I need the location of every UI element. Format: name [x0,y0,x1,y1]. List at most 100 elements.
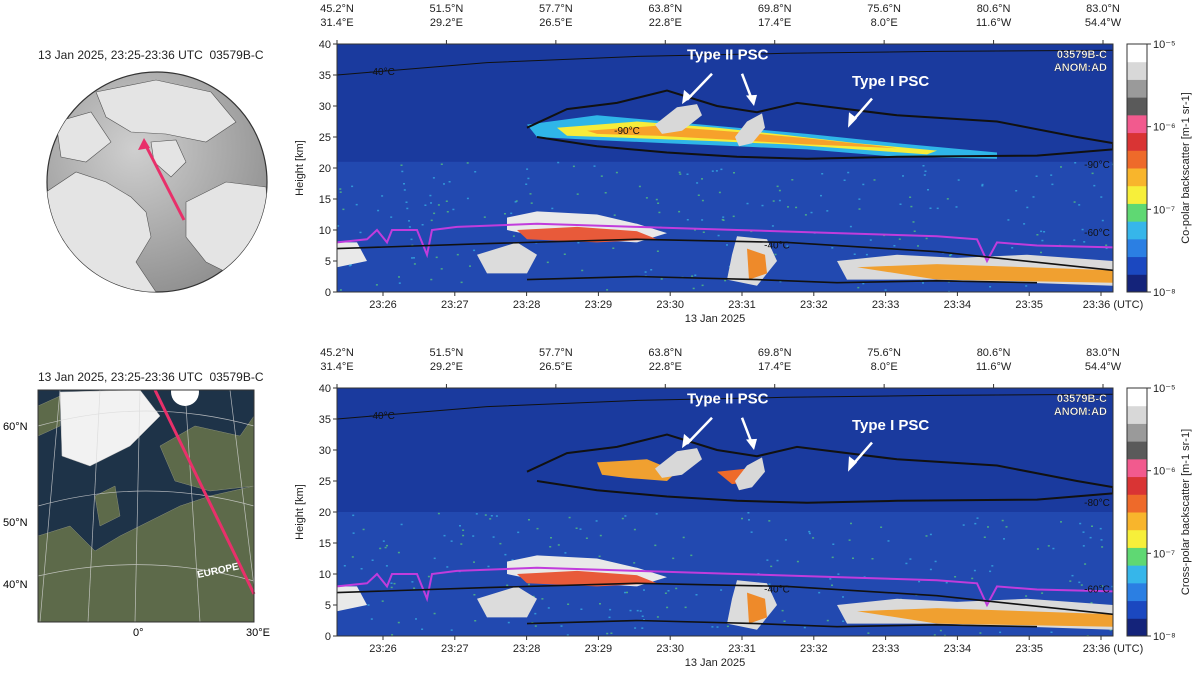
noise-speckle [1025,595,1028,597]
colorbar-segment [1127,221,1147,240]
noise-speckle [375,284,378,286]
noise-speckle [791,179,794,181]
top-lon-label: 17.4°E [758,17,791,29]
noise-speckle [504,213,506,215]
noise-speckle [711,170,714,172]
noise-speckle [492,536,495,538]
noise-speckle [525,183,528,185]
noise-speckle [466,197,469,200]
noise-speckle [778,199,781,202]
noise-speckle [512,235,515,237]
noise-speckle [831,247,834,249]
noise-speckle [443,183,445,185]
noise-speckle [1026,206,1029,209]
colorbar-segment [1127,44,1147,63]
noise-speckle [983,536,986,538]
noise-speckle [595,520,598,522]
noise-speckle [694,229,696,231]
noise-speckle [421,224,424,226]
noise-speckle [974,522,977,525]
noise-speckle [448,181,451,183]
noise-speckle [424,204,427,206]
plot-content: -40°C -90°C -90°C -60°C -40°C Type II PSC Type… [337,47,1113,292]
noise-speckle [529,193,532,195]
noise-speckle [741,517,743,520]
noise-speckle [902,175,904,177]
noise-speckle [1040,230,1043,233]
noise-speckle [433,557,436,560]
noise-speckle [701,284,704,287]
noise-speckle [348,264,351,267]
noise-speckle [686,173,689,175]
y-axis-label: Height [km] [294,484,306,540]
noise-speckle [832,543,835,545]
noise-speckle [360,568,363,570]
contour-upper [337,49,1113,76]
y-tick-label: 15 [319,538,331,550]
top-lon-label: 54.4°W [1085,17,1122,29]
contour-bottom [526,275,1038,284]
noise-speckle [849,225,852,228]
noise-speckle [1105,244,1108,246]
noise-speckle [787,206,789,208]
top-lat-label: 51.5°N [430,3,464,15]
noise-speckle [474,171,477,173]
noise-speckle [610,632,613,634]
noise-speckle [397,621,400,624]
noise-speckle [722,219,725,221]
top-lat-label: 83.0°N [1086,3,1120,15]
lat-label-60: 60°N [3,421,28,433]
noise-speckle [432,177,435,179]
noise-speckle [726,244,728,246]
noise-speckle [339,289,342,291]
psc-type2-b [735,113,765,147]
noise-speckle [483,216,486,218]
noise-speckle [697,194,700,196]
noise-speckle [576,193,579,195]
noise-speckle [818,591,821,594]
noise-speckle [1111,163,1113,166]
x-axis-label: 13 Jan 2025 [685,657,746,669]
land-america [55,111,112,163]
noise-speckle [701,219,704,221]
noise-speckle [411,257,413,259]
colorbar-segment [1127,274,1147,293]
noise-speckle [1036,234,1039,236]
noise-speckle [410,238,413,241]
noise-speckle [857,286,860,289]
noise-speckle [842,620,845,622]
x-tick-label: 23:33 [872,299,900,311]
noise-speckle [445,200,448,202]
colorbar-segment [1127,423,1147,442]
noise-speckle [1090,602,1093,604]
noise-speckle [487,565,490,568]
contour-40-low [337,238,1113,272]
noise-speckle [1035,175,1038,177]
noise-speckle [694,274,697,276]
noise-speckle [820,194,822,197]
noise-speckle [613,214,616,216]
noise-speckle [766,559,769,561]
noise-speckle [645,197,648,199]
colorbar-tick-label: 10⁻⁵ [1153,383,1176,395]
map1-orbit-id: 03579B-C [209,48,264,62]
noise-speckle [812,537,815,539]
noise-speckle [400,523,403,526]
noise-speckle [927,189,929,191]
noise-speckle [633,562,636,564]
noise-speckle [949,254,951,257]
noise-speckle [776,559,779,562]
noise-speckle [1003,538,1005,540]
noise-speckle [784,539,787,541]
noise-speckle [413,587,416,589]
noise-speckle [678,210,681,213]
noise-speckle [612,247,615,249]
noise-speckle [887,540,890,542]
noise-speckle [962,524,965,526]
noise-speckle [981,185,984,187]
noise-speckle [999,631,1002,634]
noise-speckle [761,204,764,207]
contour-label: -40°C [369,411,395,422]
noise-speckle [1080,584,1083,586]
noise-speckle [446,566,449,568]
